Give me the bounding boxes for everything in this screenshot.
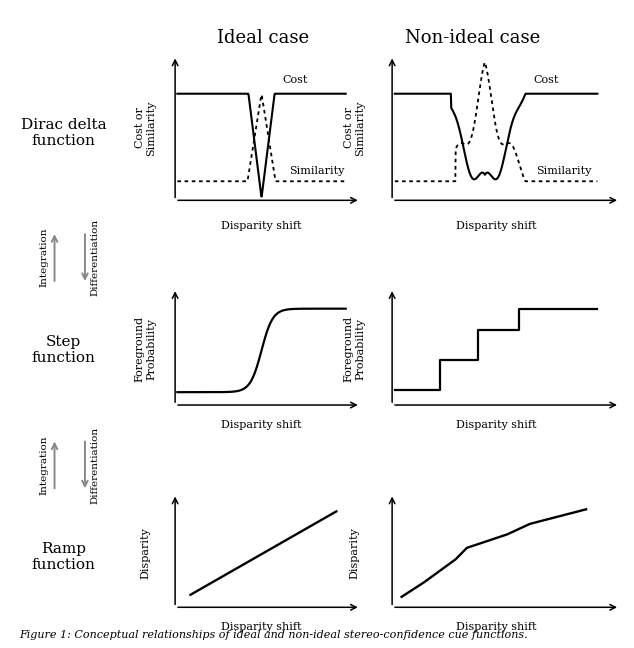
Text: Foreground
Probability: Foreground Probability <box>344 316 365 382</box>
Text: Similarity: Similarity <box>290 166 345 176</box>
Text: Step
function: Step function <box>32 335 95 365</box>
Text: Disparity: Disparity <box>141 527 150 579</box>
Text: Similarity: Similarity <box>536 166 592 176</box>
Text: Disparity shift: Disparity shift <box>221 220 302 231</box>
Text: Disparity: Disparity <box>349 527 359 579</box>
Text: Cost: Cost <box>533 75 559 85</box>
Text: Integration: Integration <box>40 228 49 287</box>
Text: Cost: Cost <box>283 75 308 85</box>
Text: Foreground
Probability: Foreground Probability <box>135 316 157 382</box>
Text: Cost or
Similarity: Cost or Similarity <box>344 100 365 156</box>
Text: Ideal case: Ideal case <box>217 29 309 47</box>
Text: Cost or
Similarity: Cost or Similarity <box>135 100 157 156</box>
Text: Differentiation: Differentiation <box>91 219 100 296</box>
Text: Differentiation: Differentiation <box>91 426 100 503</box>
Text: Disparity shift: Disparity shift <box>456 622 536 632</box>
Text: Disparity shift: Disparity shift <box>456 220 536 231</box>
Text: Integration: Integration <box>40 435 49 494</box>
Text: Figure 1: Conceptual relationships of ideal and non-ideal stereo-confidence cue : Figure 1: Conceptual relationships of id… <box>19 631 527 640</box>
Text: Disparity shift: Disparity shift <box>221 622 302 632</box>
Text: Disparity shift: Disparity shift <box>456 420 536 430</box>
Text: Non-ideal case: Non-ideal case <box>404 29 540 47</box>
Text: Dirac delta
function: Dirac delta function <box>20 118 107 148</box>
Text: Disparity shift: Disparity shift <box>221 420 302 430</box>
Text: Ramp
function: Ramp function <box>32 542 95 572</box>
